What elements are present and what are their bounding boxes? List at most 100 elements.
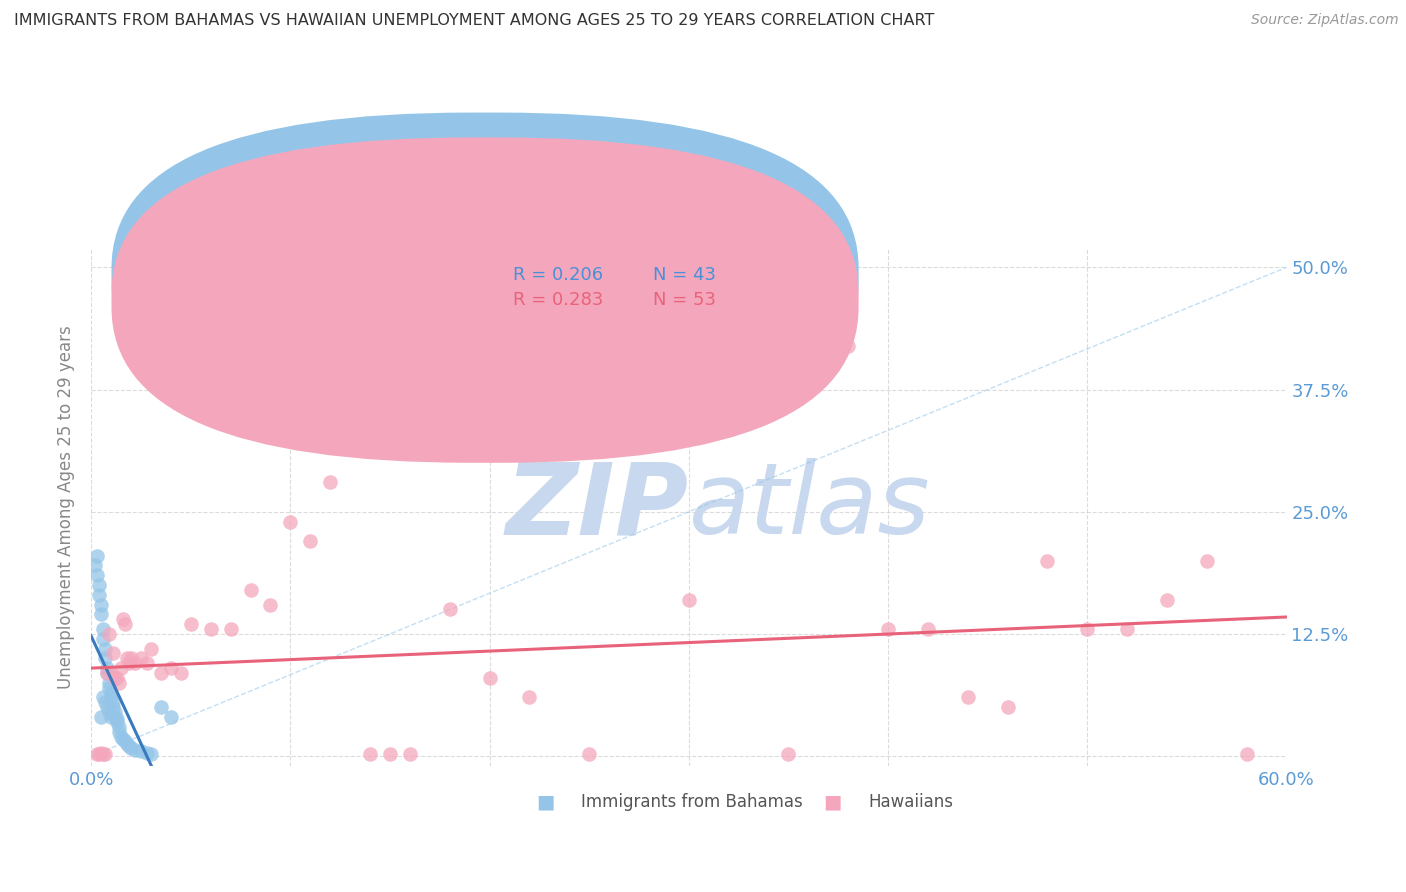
Point bbox=[778, 747, 800, 761]
Point bbox=[578, 747, 600, 761]
Point bbox=[98, 627, 121, 641]
Point bbox=[86, 568, 108, 582]
Text: Immigrants from Bahamas: Immigrants from Bahamas bbox=[581, 793, 803, 811]
Point bbox=[94, 747, 117, 761]
Point bbox=[118, 657, 141, 671]
FancyBboxPatch shape bbox=[450, 253, 832, 326]
Point bbox=[96, 666, 118, 681]
Point bbox=[100, 685, 122, 699]
Point bbox=[115, 651, 138, 665]
Point bbox=[98, 705, 121, 719]
Point bbox=[96, 700, 118, 714]
Point bbox=[239, 582, 262, 597]
Point bbox=[118, 739, 141, 754]
Point bbox=[439, 602, 461, 616]
Point bbox=[1036, 553, 1059, 567]
Point bbox=[110, 730, 132, 744]
Point bbox=[997, 700, 1019, 714]
Text: N = 43: N = 43 bbox=[652, 266, 716, 285]
Point bbox=[105, 712, 128, 726]
Text: R = 0.283: R = 0.283 bbox=[513, 291, 603, 310]
Point bbox=[87, 747, 110, 761]
Point bbox=[114, 617, 136, 632]
Point bbox=[96, 661, 118, 675]
Point bbox=[91, 747, 114, 761]
Point bbox=[104, 710, 127, 724]
Point bbox=[94, 695, 117, 709]
Point bbox=[90, 607, 112, 622]
Point bbox=[129, 744, 152, 758]
Point bbox=[86, 549, 108, 563]
Point bbox=[90, 598, 112, 612]
FancyBboxPatch shape bbox=[111, 137, 859, 463]
Point bbox=[90, 746, 112, 760]
Text: N = 53: N = 53 bbox=[652, 291, 716, 310]
Text: Hawaiians: Hawaiians bbox=[868, 793, 953, 811]
Point bbox=[378, 747, 401, 761]
Point bbox=[160, 710, 183, 724]
Point bbox=[1156, 592, 1178, 607]
Point bbox=[124, 743, 146, 757]
Text: ■: ■ bbox=[536, 793, 554, 812]
Point bbox=[101, 700, 124, 714]
Point bbox=[519, 690, 541, 705]
Point bbox=[114, 734, 136, 748]
Point bbox=[1195, 553, 1218, 567]
Point bbox=[108, 724, 131, 739]
Point bbox=[91, 690, 114, 705]
Point bbox=[319, 475, 342, 490]
Point bbox=[112, 612, 135, 626]
Point bbox=[1116, 622, 1139, 636]
Point bbox=[96, 666, 118, 681]
Point bbox=[299, 534, 322, 549]
Text: R = 0.206: R = 0.206 bbox=[513, 266, 603, 285]
Point bbox=[100, 710, 122, 724]
Point bbox=[478, 671, 501, 685]
Point bbox=[956, 690, 979, 705]
Point bbox=[129, 651, 152, 665]
Point bbox=[87, 588, 110, 602]
Y-axis label: Unemployment Among Ages 25 to 29 years: Unemployment Among Ages 25 to 29 years bbox=[58, 325, 75, 689]
Point bbox=[105, 671, 128, 685]
Point bbox=[101, 647, 124, 661]
Text: Source: ZipAtlas.com: Source: ZipAtlas.com bbox=[1251, 13, 1399, 28]
Text: atlas: atlas bbox=[689, 458, 931, 556]
Point bbox=[100, 666, 122, 681]
FancyBboxPatch shape bbox=[111, 112, 859, 438]
Point bbox=[84, 558, 107, 573]
Point bbox=[139, 747, 162, 761]
Point bbox=[105, 714, 128, 729]
Point bbox=[120, 651, 142, 665]
Point bbox=[110, 661, 132, 675]
Point bbox=[87, 578, 110, 592]
Point bbox=[120, 741, 142, 756]
Text: ZIP: ZIP bbox=[506, 458, 689, 556]
Point bbox=[399, 747, 422, 761]
Point bbox=[100, 690, 122, 705]
Point bbox=[1076, 622, 1098, 636]
Point bbox=[200, 622, 222, 636]
Point bbox=[112, 731, 135, 746]
Point bbox=[94, 651, 117, 665]
Point bbox=[91, 622, 114, 636]
Point bbox=[917, 622, 939, 636]
Point bbox=[149, 666, 172, 681]
Text: ■: ■ bbox=[823, 793, 842, 812]
Point bbox=[90, 710, 112, 724]
Point bbox=[86, 747, 108, 761]
Point bbox=[180, 617, 202, 632]
Point bbox=[160, 661, 183, 675]
Point bbox=[124, 657, 146, 671]
Point bbox=[877, 622, 900, 636]
Point bbox=[115, 738, 138, 752]
Point bbox=[101, 695, 124, 709]
Point bbox=[219, 622, 242, 636]
Point bbox=[678, 592, 700, 607]
Point bbox=[94, 641, 117, 656]
Point bbox=[108, 675, 131, 690]
Point bbox=[259, 598, 281, 612]
Point bbox=[136, 657, 159, 671]
Point bbox=[136, 746, 159, 760]
Point bbox=[149, 700, 172, 714]
Point bbox=[139, 641, 162, 656]
